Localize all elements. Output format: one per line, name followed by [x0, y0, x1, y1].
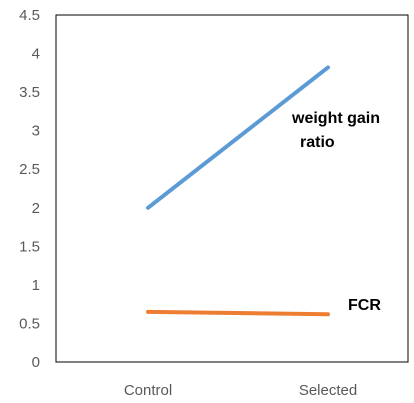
y-tick-label: 1.5: [19, 238, 40, 255]
series-label: ratio: [300, 134, 335, 151]
series-line-0: [146, 65, 330, 210]
y-tick-label: 2: [32, 200, 40, 217]
y-tick-label: 0: [32, 354, 40, 371]
x-tick-label: Control: [124, 382, 172, 399]
y-tick-label: 0.5: [19, 315, 40, 332]
x-axis-ticks: Control Selected: [124, 382, 357, 399]
series-lines: [146, 65, 330, 317]
y-tick-label: 3.5: [19, 84, 40, 101]
x-tick-label: Selected: [299, 382, 357, 399]
y-tick-label: 1: [32, 277, 40, 294]
series-labels: weight gain ratio FCR: [291, 110, 381, 314]
series-line-1: [146, 309, 330, 317]
series-label: FCR: [348, 297, 381, 314]
plot-border: [55, 14, 409, 363]
y-tick-label: 4.5: [19, 7, 40, 24]
plot-frame: [55, 14, 409, 363]
y-tick-label: 4: [32, 46, 40, 63]
series-label: weight gain: [291, 110, 380, 127]
y-tick-label: 2.5: [19, 161, 40, 178]
y-tick-label: 3: [32, 123, 40, 140]
y-axis-ticks: 0 0.5 1 1.5 2 2.5 3 3.5 4 4.5: [19, 7, 40, 371]
